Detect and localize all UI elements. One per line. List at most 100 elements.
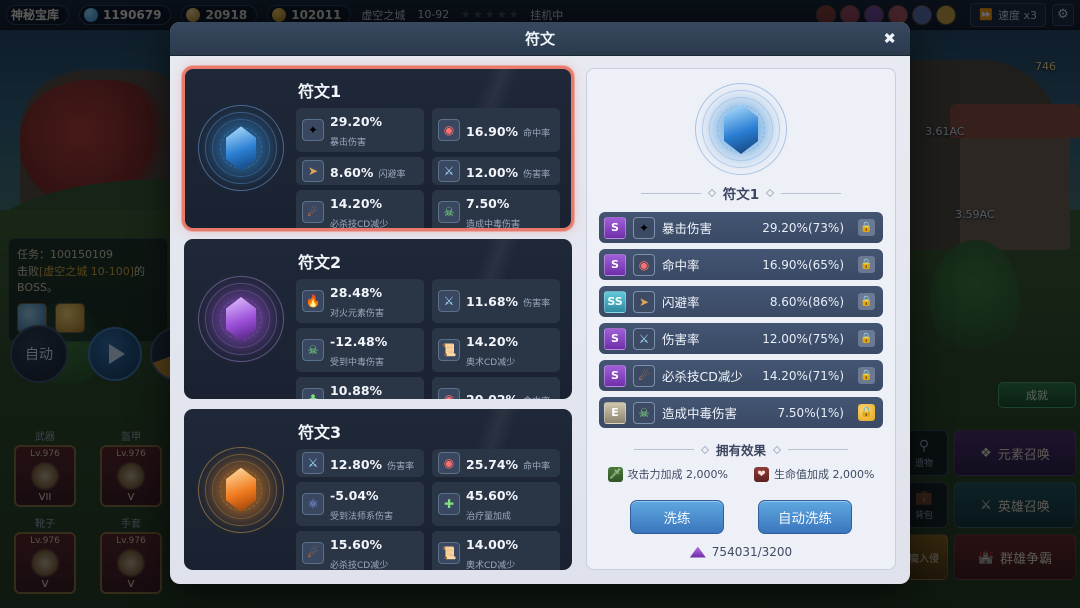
diamond-icon [700, 445, 710, 454]
emblem-ring [709, 97, 773, 161]
stat-text: 14.00% 奥术CD减少 [466, 534, 554, 570]
lock-icon[interactable]: 🔒 [858, 219, 875, 236]
stat-cell: ✚ 45.60% 治疗量加成 [432, 482, 560, 527]
stat-text: 29.20% 暴击伤害 [330, 111, 418, 149]
poison-icon: ☠ [633, 401, 655, 424]
stat-text: 12.80% 伤害率 [330, 454, 414, 473]
stat-label: 奥术CD减少 [466, 561, 516, 571]
stat-text: 11.68% 伤害率 [466, 291, 550, 310]
stat-label: 命中率 [523, 128, 551, 139]
attribute-row[interactable]: E ☠ 造成中毒伤害 7.50%(1%) 🔒 [599, 397, 883, 428]
grade-badge: SS [604, 290, 626, 313]
divider [633, 449, 694, 450]
stat-label: 必杀技CD减少 [330, 561, 389, 571]
stat-value: 10.88% [330, 382, 383, 398]
stat-label: 命中率 [523, 461, 551, 472]
mage-taken-icon: ⚛ [302, 493, 324, 516]
stat-value: 15.60% [330, 537, 383, 553]
attribute-row[interactable]: S ⚔ 伤害率 12.00%(75%) 🔒 [599, 323, 883, 354]
attribute-value: 12.00%(75%) [762, 331, 844, 346]
effects-title: 拥有效果 [715, 443, 766, 458]
stat-cell: ♣ 10.88% 暴击几率 [296, 376, 424, 400]
lock-icon-active[interactable]: 🔒 [858, 404, 875, 421]
emblem-ring [198, 446, 284, 533]
stat-cell: ◉ 25.74% 命中率 [432, 449, 560, 478]
healing-icon: ✚ [438, 493, 460, 516]
stat-cell: ⚔ 12.00% 伤害率 [432, 157, 560, 185]
stat-text: 7.50% 造成中毒伤害 [466, 193, 554, 228]
attribute-row[interactable]: S ☄ 必杀技CD减少 14.20%(71%) 🔒 [599, 360, 883, 391]
arcane-cd-icon: 📜 [438, 542, 460, 565]
sword-icon: 🗡 [607, 466, 623, 482]
effect-health-label: 生命值加成 2,000% [774, 468, 875, 481]
lock-icon[interactable]: 🔒 [858, 256, 875, 273]
stat-value: 14.00% [466, 537, 519, 553]
effects-row: 🗡 攻击力加成 2,000% ❤ 生命值加成 2,000% [599, 466, 883, 482]
stat-label: 伤害率 [387, 461, 415, 472]
stat-value: -12.48% [330, 333, 388, 349]
emblem-ring [205, 453, 277, 526]
rune-card-3[interactable]: 符文3 ⚔ 12.80% 伤害率 ◉ 25.74% [184, 409, 572, 571]
damage-rate-icon: ⚔ [438, 160, 460, 182]
stat-cell: ◉ 20.02% 命中率 [432, 376, 560, 400]
fire-damage-icon: 🔥 [302, 289, 324, 312]
cost-row: 754031/3200 [599, 545, 883, 559]
rune-content: 符文2 🔥 28.48% 对火元素伤害 ⚔ 11.68% [296, 247, 560, 400]
stat-cell: 📜 14.00% 奥术CD减少 [432, 531, 560, 571]
lock-icon[interactable]: 🔒 [858, 293, 875, 310]
stat-label: 治疗量加成 [466, 512, 512, 523]
emblem-ring [695, 83, 787, 175]
reroll-label: 洗练 [663, 511, 691, 527]
attribute-row[interactable]: S ◉ 命中率 16.90%(65%) 🔒 [599, 249, 883, 280]
rune-stat-grid: 🔥 28.48% 对火元素伤害 ⚔ 11.68% 伤害率 [296, 278, 560, 400]
grade-badge: S [604, 364, 626, 387]
auto-reroll-button[interactable]: 自动洗练 [758, 500, 852, 534]
stat-value: 16.90% [466, 123, 519, 139]
rune-list: 符文1 ✦ 29.20% 暴击伤害 ◉ 16.90% [182, 66, 574, 571]
attribute-value: 7.50%(1%) [777, 405, 844, 420]
crit-damage-icon: ✦ [633, 216, 655, 239]
stat-label: 对火元素伤害 [330, 308, 385, 319]
arcane-cd-icon: 📜 [438, 338, 460, 361]
rune-emblem-container [192, 76, 290, 221]
stat-cell: ☠ 7.50% 造成中毒伤害 [432, 190, 560, 229]
lock-icon[interactable]: 🔒 [858, 367, 875, 384]
stat-text: 16.90% 命中率 [466, 121, 550, 140]
rune-card-2[interactable]: 符文2 🔥 28.48% 对火元素伤害 ⚔ 11.68% [184, 238, 572, 400]
stat-cell: 🔥 28.48% 对火元素伤害 [296, 278, 424, 323]
blue-crystal-rune-icon [198, 105, 284, 192]
stat-cell: ✦ 29.20% 暴击伤害 [296, 108, 424, 152]
effect-health: ❤ 生命值加成 2,000% [754, 466, 874, 482]
damage-rate-icon: ⚔ [302, 452, 324, 475]
rune-card-1[interactable]: 符文1 ✦ 29.20% 暴击伤害 ◉ 16.90% [182, 66, 574, 231]
emblem-ring [198, 276, 284, 362]
diamond-icon [772, 445, 782, 454]
stat-label: 受到法师系伤害 [330, 512, 394, 523]
close-icon[interactable]: ✖ [883, 29, 896, 47]
attribute-row[interactable]: S ✦ 暴击伤害 29.20%(73%) 🔒 [599, 212, 883, 243]
reroll-button[interactable]: 洗练 [630, 500, 724, 534]
stat-label: 必杀技CD减少 [330, 220, 389, 229]
attribute-row[interactable]: SS ➤ 闪避率 8.60%(86%) 🔒 [599, 286, 883, 317]
attribute-name: 造成中毒伤害 [662, 406, 738, 421]
stat-label: 暴击伤害 [330, 138, 367, 148]
lock-icon[interactable]: 🔒 [858, 330, 875, 347]
rune-emblem-container [192, 247, 290, 392]
dodge-icon: ➤ [633, 290, 655, 313]
gold-flame-rune-icon [198, 446, 284, 533]
attribute-value: 16.90%(65%) [762, 257, 844, 272]
divider [640, 192, 701, 194]
dodge-icon: ➤ [302, 160, 324, 182]
rune-title: 符文3 [298, 423, 342, 443]
stat-text: 8.60% 闪避率 [330, 162, 405, 181]
emblem-ring [198, 105, 284, 192]
stat-cell: ☠ -12.48% 受到中毒伤害 [296, 327, 424, 372]
stat-value: 14.20% [330, 196, 383, 211]
stat-label: 伤害率 [523, 299, 551, 310]
attribute-name: 必杀技CD减少 [662, 369, 743, 384]
stat-value: 25.74% [466, 456, 519, 472]
auto-reroll-label: 自动洗练 [778, 511, 832, 527]
stat-cell: 📜 14.20% 奥术CD减少 [432, 327, 560, 372]
emblem-ring [205, 283, 277, 355]
blue-crystal-rune-icon [695, 83, 787, 175]
